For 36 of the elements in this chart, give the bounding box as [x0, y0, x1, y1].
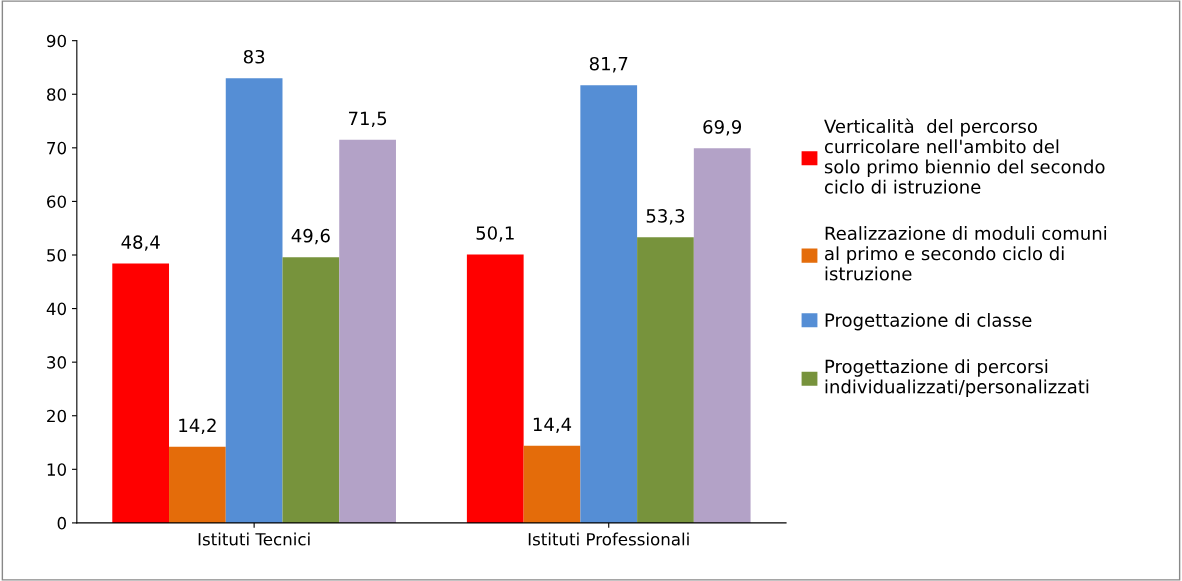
x-tick-label: Istituti Professionali — [528, 532, 689, 546]
y-tick-label: 70 — [47, 141, 66, 155]
data-label: 48,4 — [121, 235, 160, 251]
legend-label: Progettazione di classe — [825, 312, 1032, 331]
legend-label: Realizzazione di moduli comuni al primo e secondo ciclo di istruzione — [825, 226, 1107, 281]
bar — [282, 257, 340, 523]
data-label: 14,4 — [533, 417, 572, 433]
data-label: 71,5 — [348, 111, 387, 128]
data-label: 49,6 — [291, 228, 330, 245]
legend-label: Verticalità del percorso curricolare nell'ambito del solo primo biennio del secondo ciclo di istruzione — [824, 118, 1105, 194]
bar — [339, 139, 396, 523]
data-label: 14,2 — [179, 418, 216, 435]
data-label: 69,9 — [703, 120, 742, 136]
y-tick-label: 20 — [47, 409, 66, 423]
bar — [523, 445, 581, 523]
bar — [112, 263, 170, 523]
data-label: 50,1 — [476, 226, 514, 242]
data-label: 81,7 — [589, 56, 628, 73]
bar — [466, 254, 524, 523]
y-tick-label: 30 — [47, 356, 66, 369]
y-tick-label: 90 — [46, 34, 66, 48]
y-tick-label: 10 — [47, 463, 66, 476]
data-label: 83 — [243, 49, 265, 64]
y-tick-label: 50 — [47, 248, 66, 262]
y-tick-label: 0 — [57, 516, 66, 530]
y-tick-label: 40 — [46, 302, 66, 316]
x-tick-label: Istituti Tecnici — [198, 532, 310, 546]
bar — [169, 446, 226, 523]
bar — [693, 148, 751, 523]
bar — [637, 237, 694, 523]
bar — [580, 85, 638, 523]
bar — [225, 78, 283, 523]
legend-label: Progettazione di percorsi individualizzati/personalizzati — [825, 359, 1089, 397]
data-label: 53,3 — [646, 209, 685, 225]
y-tick-label: 60 — [47, 195, 66, 208]
y-tick-label: 80 — [47, 88, 66, 101]
